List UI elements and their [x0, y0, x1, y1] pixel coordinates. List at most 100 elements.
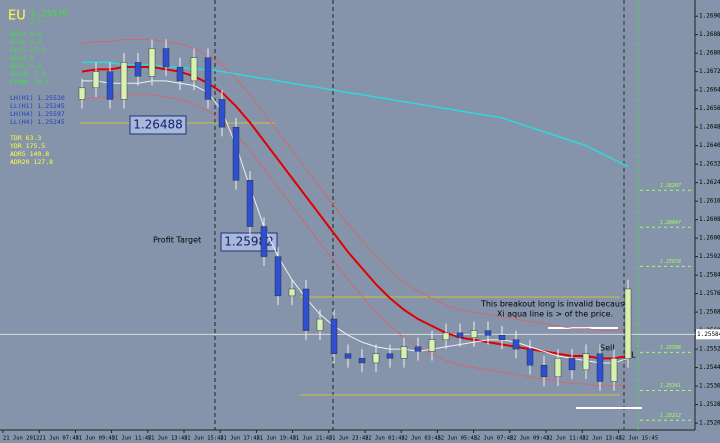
candle-body — [386, 353, 394, 359]
y-tick-label: 1.25840 — [699, 272, 720, 279]
y-tick-label: 1.26480 — [699, 124, 720, 131]
candle-body — [302, 288, 310, 331]
x-tick-label: 22 Jun 11:45 — [546, 436, 586, 442]
candle-body — [358, 358, 366, 364]
panel-row: ADR5 140.8 — [10, 150, 49, 158]
x-tick-label: 21 Jun 17:45 — [220, 436, 260, 442]
candle-body — [92, 71, 100, 89]
candle-body — [316, 318, 324, 331]
y-tick-label: 1.26160 — [699, 198, 720, 205]
panel-row: RTSH1 7.0 — [10, 70, 45, 78]
y-tick-label: 1.26400 — [699, 142, 720, 149]
x-tick-label: 21 Jun 09:45 — [75, 436, 115, 442]
x-tick-label: 22 Jun 09:45 — [510, 436, 550, 442]
panel-row: ADR20 127.8 — [10, 158, 53, 166]
y-tick-label: 1.25520 — [699, 346, 720, 353]
x-tick-label: 22 Jun 13:45 — [582, 436, 622, 442]
x-tick-label: 21 Jun 19:45 — [256, 436, 296, 442]
candle-body — [624, 288, 632, 359]
candle-body — [400, 346, 408, 359]
candle-body — [330, 318, 338, 354]
candle-body — [484, 330, 492, 336]
panel-row: BTSL 5.0 — [10, 62, 41, 70]
indicator-line — [81, 38, 629, 331]
y-tick-label: 1.26560 — [699, 105, 720, 112]
candle-body — [442, 332, 450, 341]
panel-row: FTMA1 74.1 — [10, 78, 49, 86]
candle-body — [610, 358, 618, 382]
y-tick-label: 1.26000 — [699, 235, 720, 242]
candle-body — [554, 358, 562, 378]
candle-body — [78, 87, 86, 100]
target-level-label: 1.25878 — [660, 259, 681, 265]
candle-body — [414, 346, 422, 352]
candle-body — [344, 353, 352, 359]
y-tick-label: 1.25280 — [699, 401, 720, 408]
candle-body — [204, 57, 212, 100]
panel-row: BELH 8 — [10, 54, 34, 62]
y-tick-label: 1.26240 — [699, 179, 720, 186]
panel-row: RTSH 4.0 — [10, 30, 41, 38]
y-tick-label: 1.25440 — [699, 364, 720, 371]
y-tick-label: 1.26880 — [699, 31, 720, 38]
candle-body — [162, 48, 170, 68]
symbol: EU — [8, 9, 26, 24]
panel-row: LL(H4) 1.25245 — [10, 118, 65, 126]
candle-body — [190, 57, 198, 82]
candle-body — [218, 99, 226, 128]
panel-row: RTSL 5.0 — [10, 38, 41, 46]
x-tick-label: 22 Jun 05:45 — [437, 436, 477, 442]
indicator-line — [82, 80, 629, 364]
candle-body — [106, 71, 114, 100]
candle-body — [260, 226, 268, 257]
candle-body — [582, 353, 590, 371]
y-tick-label: 1.25200 — [699, 420, 720, 427]
panel-row: LH(H1) 1.25520 — [10, 94, 65, 102]
y-tick-label: 1.26640 — [699, 87, 720, 94]
candle-body — [470, 330, 478, 338]
spread: 2.9 — [30, 19, 41, 26]
x-tick-label: 21 Jun 2012 — [3, 436, 39, 442]
y-tick-label: 1.26320 — [699, 161, 720, 168]
current-price-box — [696, 329, 720, 340]
panel-row: FLFS 27.6 — [10, 46, 45, 54]
target-text: Profit Target — [153, 236, 201, 245]
x-tick-label: 22 Jun 07:45 — [474, 436, 514, 442]
panel-row: LL(H1) 1.25245 — [10, 102, 65, 110]
entry-label: 1.26488 — [133, 118, 183, 132]
current-price-label: 1.25584 — [697, 331, 720, 338]
candle-body — [596, 353, 604, 382]
y-tick-label: 1.26080 — [699, 216, 720, 223]
candle-body — [372, 353, 380, 364]
candle-body — [134, 62, 142, 77]
target-level-label: 1.26207 — [660, 183, 681, 189]
note: Xi aqua line is > of the price. — [497, 310, 613, 319]
candle-body — [568, 358, 576, 371]
candle-body — [288, 288, 296, 297]
candle-body — [540, 365, 548, 378]
y-tick-label: 1.26720 — [699, 68, 720, 75]
candle-body — [120, 62, 128, 100]
x-tick-label: 22 Jun 15:45 — [618, 436, 658, 442]
x-tick-label: 22 Jun 01:45 — [365, 436, 405, 442]
x-tick-label: 22 Jun 03:45 — [401, 436, 441, 442]
target-level-label: 1.26047 — [660, 220, 681, 226]
panel-row: TDR 63.3 — [10, 134, 41, 142]
panel-row: LH(H4) 1.25597 — [10, 110, 65, 118]
y-tick-label: 1.25760 — [699, 290, 720, 297]
candle-body — [456, 332, 464, 338]
price: 1.25570 — [30, 10, 68, 20]
indicator-line — [81, 94, 629, 387]
y-tick-label: 1.26800 — [699, 50, 720, 57]
x-tick-label: 21 Jun 11:45 — [112, 436, 152, 442]
y-tick-label: 1.25680 — [699, 309, 720, 316]
indicator-line — [82, 61, 629, 168]
candle-body — [428, 339, 436, 352]
candle-body — [498, 335, 506, 341]
candle-body — [526, 348, 534, 366]
candle-body — [274, 256, 282, 297]
indicator-line — [81, 66, 629, 360]
entry-box — [129, 115, 187, 135]
